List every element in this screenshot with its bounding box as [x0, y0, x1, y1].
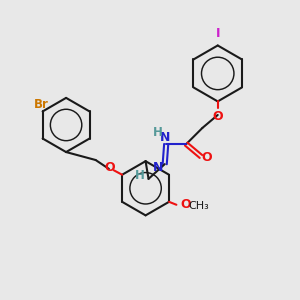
- Text: H: H: [135, 169, 145, 182]
- Text: CH₃: CH₃: [189, 201, 209, 211]
- Text: H: H: [153, 126, 163, 139]
- Text: N: N: [160, 131, 170, 144]
- Text: Br: Br: [34, 98, 49, 111]
- Text: O: O: [104, 161, 115, 175]
- Text: N: N: [153, 161, 164, 174]
- Text: O: O: [180, 198, 190, 211]
- Text: I: I: [215, 27, 220, 40]
- Text: O: O: [201, 151, 211, 164]
- Text: O: O: [212, 110, 223, 123]
